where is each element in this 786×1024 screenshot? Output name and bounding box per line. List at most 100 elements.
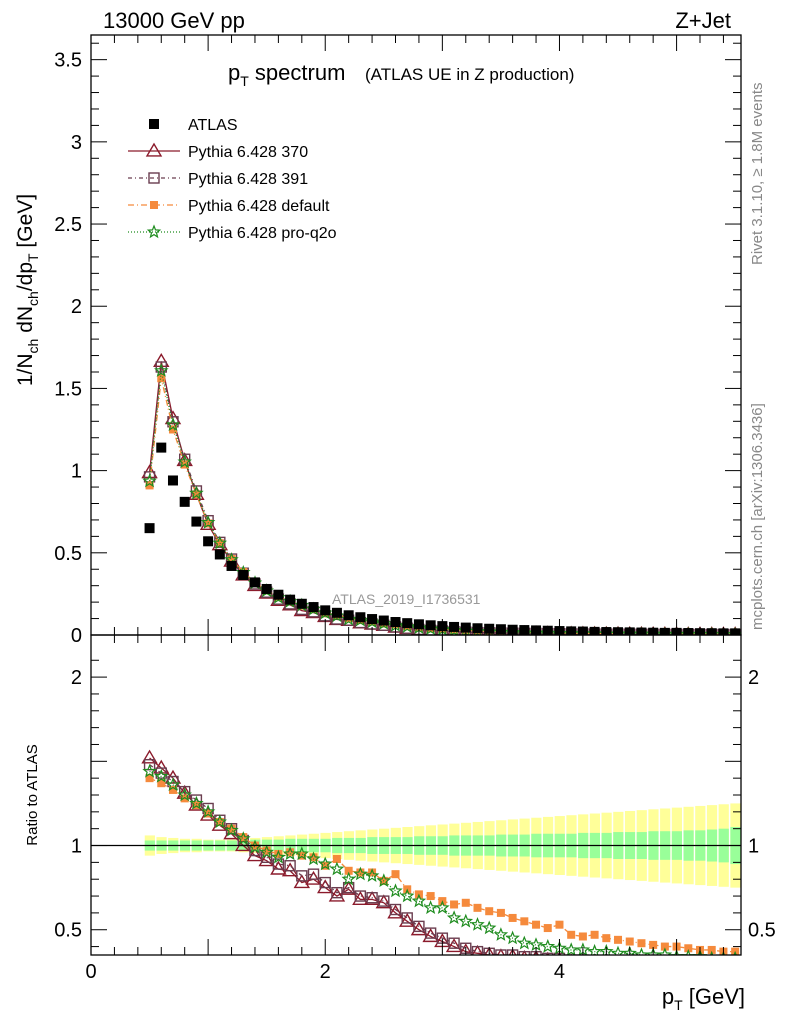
ratio-marker-2 <box>543 924 552 933</box>
legend: ATLAS Pythia 6.428 370 Pythia 6.428 391 Pyt… <box>128 117 337 242</box>
series-marker-3 <box>154 363 169 377</box>
ratio-marker-1 <box>284 860 296 872</box>
ratio-marker-0 <box>258 852 275 867</box>
data-point <box>144 523 155 534</box>
ratio-marker-2 <box>496 908 505 917</box>
y-tick-label: 3.5 <box>54 50 82 72</box>
data-point <box>203 536 214 547</box>
y-tick-label: 2 <box>71 296 82 318</box>
y-tick-label: 0 <box>71 625 82 647</box>
ratio-marker-2 <box>344 866 353 875</box>
ratio-marker-0 <box>363 891 381 906</box>
ratio-marker-1 <box>389 903 402 916</box>
ratio-y-axis-label: Ratio to ATLAS <box>24 744 41 845</box>
series-marker-2 <box>168 425 177 434</box>
ratio-marker-3 <box>353 866 368 881</box>
ratio-marker-2 <box>578 932 587 941</box>
ratio-marker-2 <box>473 903 482 912</box>
data-point <box>706 628 717 635</box>
ratio-marker-1 <box>542 952 554 955</box>
ratio-marker-3 <box>399 888 415 903</box>
ratio-marker-1 <box>155 767 167 779</box>
ratio-plot-series <box>141 749 740 973</box>
ratio-marker-3 <box>189 795 204 810</box>
ratio-y-tick-label-left: 0.5 <box>54 920 82 942</box>
ratio-marker-1 <box>518 950 531 955</box>
ratio-marker-0 <box>588 956 602 968</box>
ratio-marker-0 <box>305 870 322 885</box>
ratio-marker-2 <box>684 944 693 953</box>
legend-marker-1 <box>148 172 160 184</box>
ratio-marker-3 <box>540 938 556 953</box>
process-label: Z+Jet <box>675 8 731 33</box>
rivet-label: Rivet 3.1.10, ≥ 1.8M events <box>749 83 766 266</box>
chart-subtitle: (ATLAS UE in Z production) <box>365 65 574 84</box>
ratio-marker-1 <box>471 945 484 955</box>
legend-label-1: Pythia 6.428 391 <box>188 171 308 188</box>
data-point <box>683 628 694 635</box>
ratio-marker-3 <box>681 949 696 955</box>
ratio-marker-1 <box>672 960 682 970</box>
ratio-marker-2 <box>321 861 330 870</box>
series-marker-3 <box>177 454 192 469</box>
ratio-marker-2 <box>332 855 341 863</box>
series-marker-3 <box>189 485 204 500</box>
ratio-marker-2 <box>520 917 529 926</box>
ratio-marker-1 <box>577 954 589 955</box>
ratio-marker-0 <box>484 946 495 955</box>
ratio-marker-2 <box>485 907 494 916</box>
analysis-label: ATLAS_2019_I1736531 <box>332 591 481 607</box>
y-axis-label: 1/Nch dNch/dpT [GeV] <box>14 194 41 386</box>
x-tick-label: 2 <box>320 961 331 983</box>
data-point <box>367 614 378 625</box>
ratio-marker-2 <box>590 930 599 939</box>
legend-marker-2 <box>150 201 158 209</box>
ratio-marker-2 <box>157 779 166 788</box>
data-point <box>378 615 389 626</box>
ratio-marker-0 <box>705 961 719 973</box>
y-tick-label: 1.5 <box>54 378 82 400</box>
ratio-marker-0 <box>235 837 252 852</box>
legend-label-2: Pythia 6.428 default <box>188 198 330 215</box>
ratio-y-tick-label-right: 1 <box>748 836 759 858</box>
ratio-marker-2 <box>532 920 541 929</box>
ratio-marker-2 <box>180 794 189 803</box>
ratio-marker-0 <box>246 847 264 862</box>
ratio-marker-1 <box>613 957 623 967</box>
ratio-marker-0 <box>387 904 404 919</box>
ratio-marker-2 <box>286 848 295 857</box>
ratio-marker-3 <box>710 950 714 955</box>
data-point <box>355 612 366 623</box>
ratio-marker-2 <box>614 935 623 944</box>
ratio-marker-0 <box>317 879 334 894</box>
ratio-marker-1 <box>424 927 437 939</box>
ratio-y-tick-label-right: 2 <box>748 667 759 689</box>
ratio-y-tick-label-left: 2 <box>71 667 82 689</box>
ratio-marker-3 <box>364 868 380 883</box>
legend-label-data: ATLAS <box>188 117 238 134</box>
data-point <box>636 627 647 635</box>
data-point <box>320 605 331 616</box>
ratio-marker-2 <box>625 937 634 946</box>
ratio-marker-3 <box>317 856 333 871</box>
data-point <box>273 589 284 600</box>
series-marker-2 <box>215 539 224 548</box>
ratio-marker-1 <box>319 876 331 889</box>
ratio-marker-2 <box>204 809 213 818</box>
ratio-marker-3 <box>446 910 462 925</box>
legend-marker-data <box>149 119 159 129</box>
ratio-marker-0 <box>458 943 473 955</box>
ratio-marker-3 <box>634 947 649 955</box>
ratio-marker-0 <box>328 887 346 902</box>
ratio-marker-2 <box>274 849 283 858</box>
ratio-marker-2 <box>168 785 177 794</box>
ratio-marker-3 <box>481 920 497 935</box>
ratio-marker-0 <box>422 928 439 943</box>
ratio-marker-2 <box>368 868 377 877</box>
ratio-marker-2 <box>215 817 224 826</box>
series-marker-2 <box>192 490 201 499</box>
series-marker-3 <box>200 514 216 529</box>
ratio-marker-3 <box>657 947 673 955</box>
ratio-marker-3 <box>341 871 356 886</box>
data-point <box>413 619 424 630</box>
